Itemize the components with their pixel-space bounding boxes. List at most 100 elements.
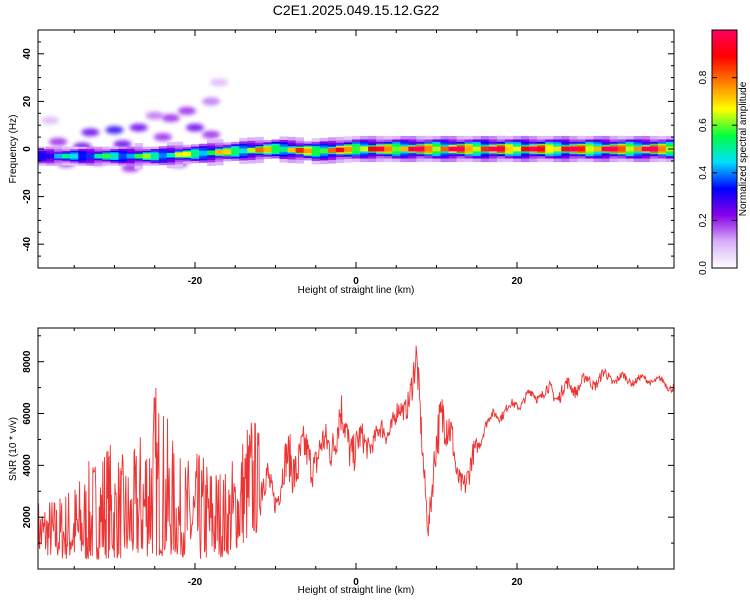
spectrogram-y-tick-label: -20 [22, 189, 33, 204]
spectrogram-ridge-cell [190, 151, 200, 157]
spectrogram-ridge-cell [295, 148, 305, 153]
spectrogram-ridge-cell [553, 146, 562, 152]
spectrogram-ridge [38, 135, 674, 170]
spectrogram-ridge-cell [38, 153, 47, 159]
spectrogram-ridge-cell [609, 146, 619, 152]
spectrogram-ridge-cell [641, 146, 651, 152]
spectrogram-ridge-cell [504, 146, 514, 152]
spectrogram-ridge-cell [271, 146, 280, 152]
spectrogram-ridge-cell [319, 148, 329, 154]
snr-line [38, 345, 674, 560]
snr-y-tick-label: 4000 [22, 454, 33, 477]
spectrogram-ridge-cell [327, 148, 337, 153]
snr-x-axis-label: Height of straight line (km) [298, 585, 415, 596]
snr-x-tick-label: 0 [353, 577, 359, 588]
spectrogram-ridge-cell [384, 146, 393, 152]
spectrogram-ridge-cell [464, 146, 474, 152]
spectrogram-ridge-cell [231, 149, 240, 154]
spectrogram-ridge-cell [110, 153, 119, 159]
spectrogram-blob-8 [153, 133, 172, 142]
spectrogram-ridge-cell [545, 146, 554, 152]
spectrogram-ridge-cell [150, 153, 160, 159]
spectrogram-ridge-cell [448, 146, 458, 152]
spectrogram-ridge-cell [440, 146, 449, 152]
spectrogram-ridge-cell [512, 146, 522, 152]
spectrogram-ridge-cell [569, 146, 578, 152]
spectrogram-blob-3 [105, 125, 124, 134]
spectrogram-ridge-cell [480, 146, 490, 152]
colorbar-tick-label: 0.8 [698, 70, 709, 84]
spectrogram-ridge-cell [456, 146, 466, 152]
spectrogram-ridge-cell [577, 146, 586, 152]
snr-series [38, 345, 674, 560]
snr-x-tick-label: 20 [511, 577, 523, 588]
spectrogram-ridge-cell [649, 146, 659, 152]
snr-y-tick-label: 6000 [22, 402, 33, 425]
spectrogram-ridge-cell [303, 148, 313, 154]
spectrogram-blob-4 [113, 140, 132, 149]
spectrogram-ridge-cell [174, 152, 184, 158]
snr-y-axis-label: SNR (10 * v/v) [8, 417, 19, 481]
spectrogram-ridge-cell [424, 146, 433, 152]
spectrogram-ridge-cell [46, 153, 55, 159]
spectrogram-blob-9 [161, 114, 180, 123]
spectrogram-ridge-cell [247, 148, 256, 153]
spectrogram-panel: -20 0 20 -40 -20 0 20 40 Height of straight lin… [8, 29, 675, 296]
spectrogram-ridge-cell [601, 146, 610, 152]
spectrogram-x-tick-label: 20 [511, 276, 523, 287]
spectrogram-ridge-cell [633, 146, 643, 152]
spectrogram-blob-7 [145, 111, 164, 120]
spectrogram-ridge-cell [585, 146, 594, 152]
spectrogram-ridge-cell [343, 147, 353, 152]
spectrogram-ridge-cell [158, 153, 168, 159]
colorbar-tick-label: 0.0 [698, 261, 709, 275]
spectrogram-ridge-cell [593, 146, 602, 152]
spectrogram-ridge-cell [279, 147, 288, 152]
colorbar-tick-label: 0.4 [698, 165, 709, 179]
spectrogram-ridge-cell [255, 147, 264, 153]
spectrogram-blob-2 [81, 128, 100, 137]
colorbar-label: Normalized spectral amplitude [738, 81, 749, 216]
spectrogram-ridge-cell [529, 146, 538, 152]
spectrogram-ridge-cell [102, 153, 111, 159]
spectrogram-ridge-cell [287, 147, 297, 153]
spectrogram-y-tick-label: 20 [22, 95, 33, 107]
spectrogram-ridge-cell [86, 153, 95, 159]
spectrogram-x-tick-label: -20 [188, 276, 203, 287]
snr-y-tick-label: 2000 [22, 506, 33, 529]
spectrogram-x-tick-label: 0 [353, 276, 359, 287]
spectrogram-ridge-cell [223, 149, 232, 155]
colorbar-gradient [711, 29, 738, 269]
spectrogram-blob-13 [202, 97, 221, 106]
spectrogram-y-tick-label: 0 [22, 146, 33, 152]
spectrogram-ticks: -20 0 20 -40 -20 0 20 40 [22, 30, 674, 287]
spectrogram-blob-11 [185, 123, 204, 132]
spectrogram-x-axis-label: Height of straight line (km) [298, 285, 415, 296]
spectrogram-ridge-cell [521, 146, 530, 152]
spectrogram-ridge-cell [78, 153, 87, 159]
colorbar-tick-label: 0.2 [698, 213, 709, 227]
spectrogram-blob-14 [210, 78, 229, 87]
spectrogram-ridge-cell [335, 147, 345, 153]
spectrogram-ridge-cell [126, 153, 136, 159]
snr-x-tick-label: -20 [188, 577, 203, 588]
spectrogram-ridge-cell [54, 153, 63, 159]
spectrogram-ridge-cell [472, 146, 482, 152]
spectrogram-ridge-cell [392, 146, 401, 152]
spectrogram-ridge-cell [134, 153, 144, 159]
spectrogram-ridge-cell [207, 150, 216, 156]
snr-ticks: -20 0 20 2000 4000 6000 8000 [22, 328, 674, 588]
spectrogram-ridge-cell [351, 146, 361, 152]
spectrogram-ridge-cell [488, 146, 498, 152]
spectrogram-ridge-cell [376, 146, 385, 152]
spectrogram-ridge-cell [166, 152, 176, 158]
spectrogram-ridge-cell [496, 146, 506, 152]
spectrogram-ridge-cell [215, 149, 224, 155]
spectrogram-ridge-cell [432, 146, 441, 152]
spectrogram-ridge-cell [70, 153, 79, 159]
spectrogram-ridge-cell [142, 153, 152, 159]
spectrogram-y-tick-label: -40 [22, 237, 33, 252]
spectrogram-ridge-cell [400, 146, 409, 152]
spectrogram-blob-6 [129, 123, 148, 132]
